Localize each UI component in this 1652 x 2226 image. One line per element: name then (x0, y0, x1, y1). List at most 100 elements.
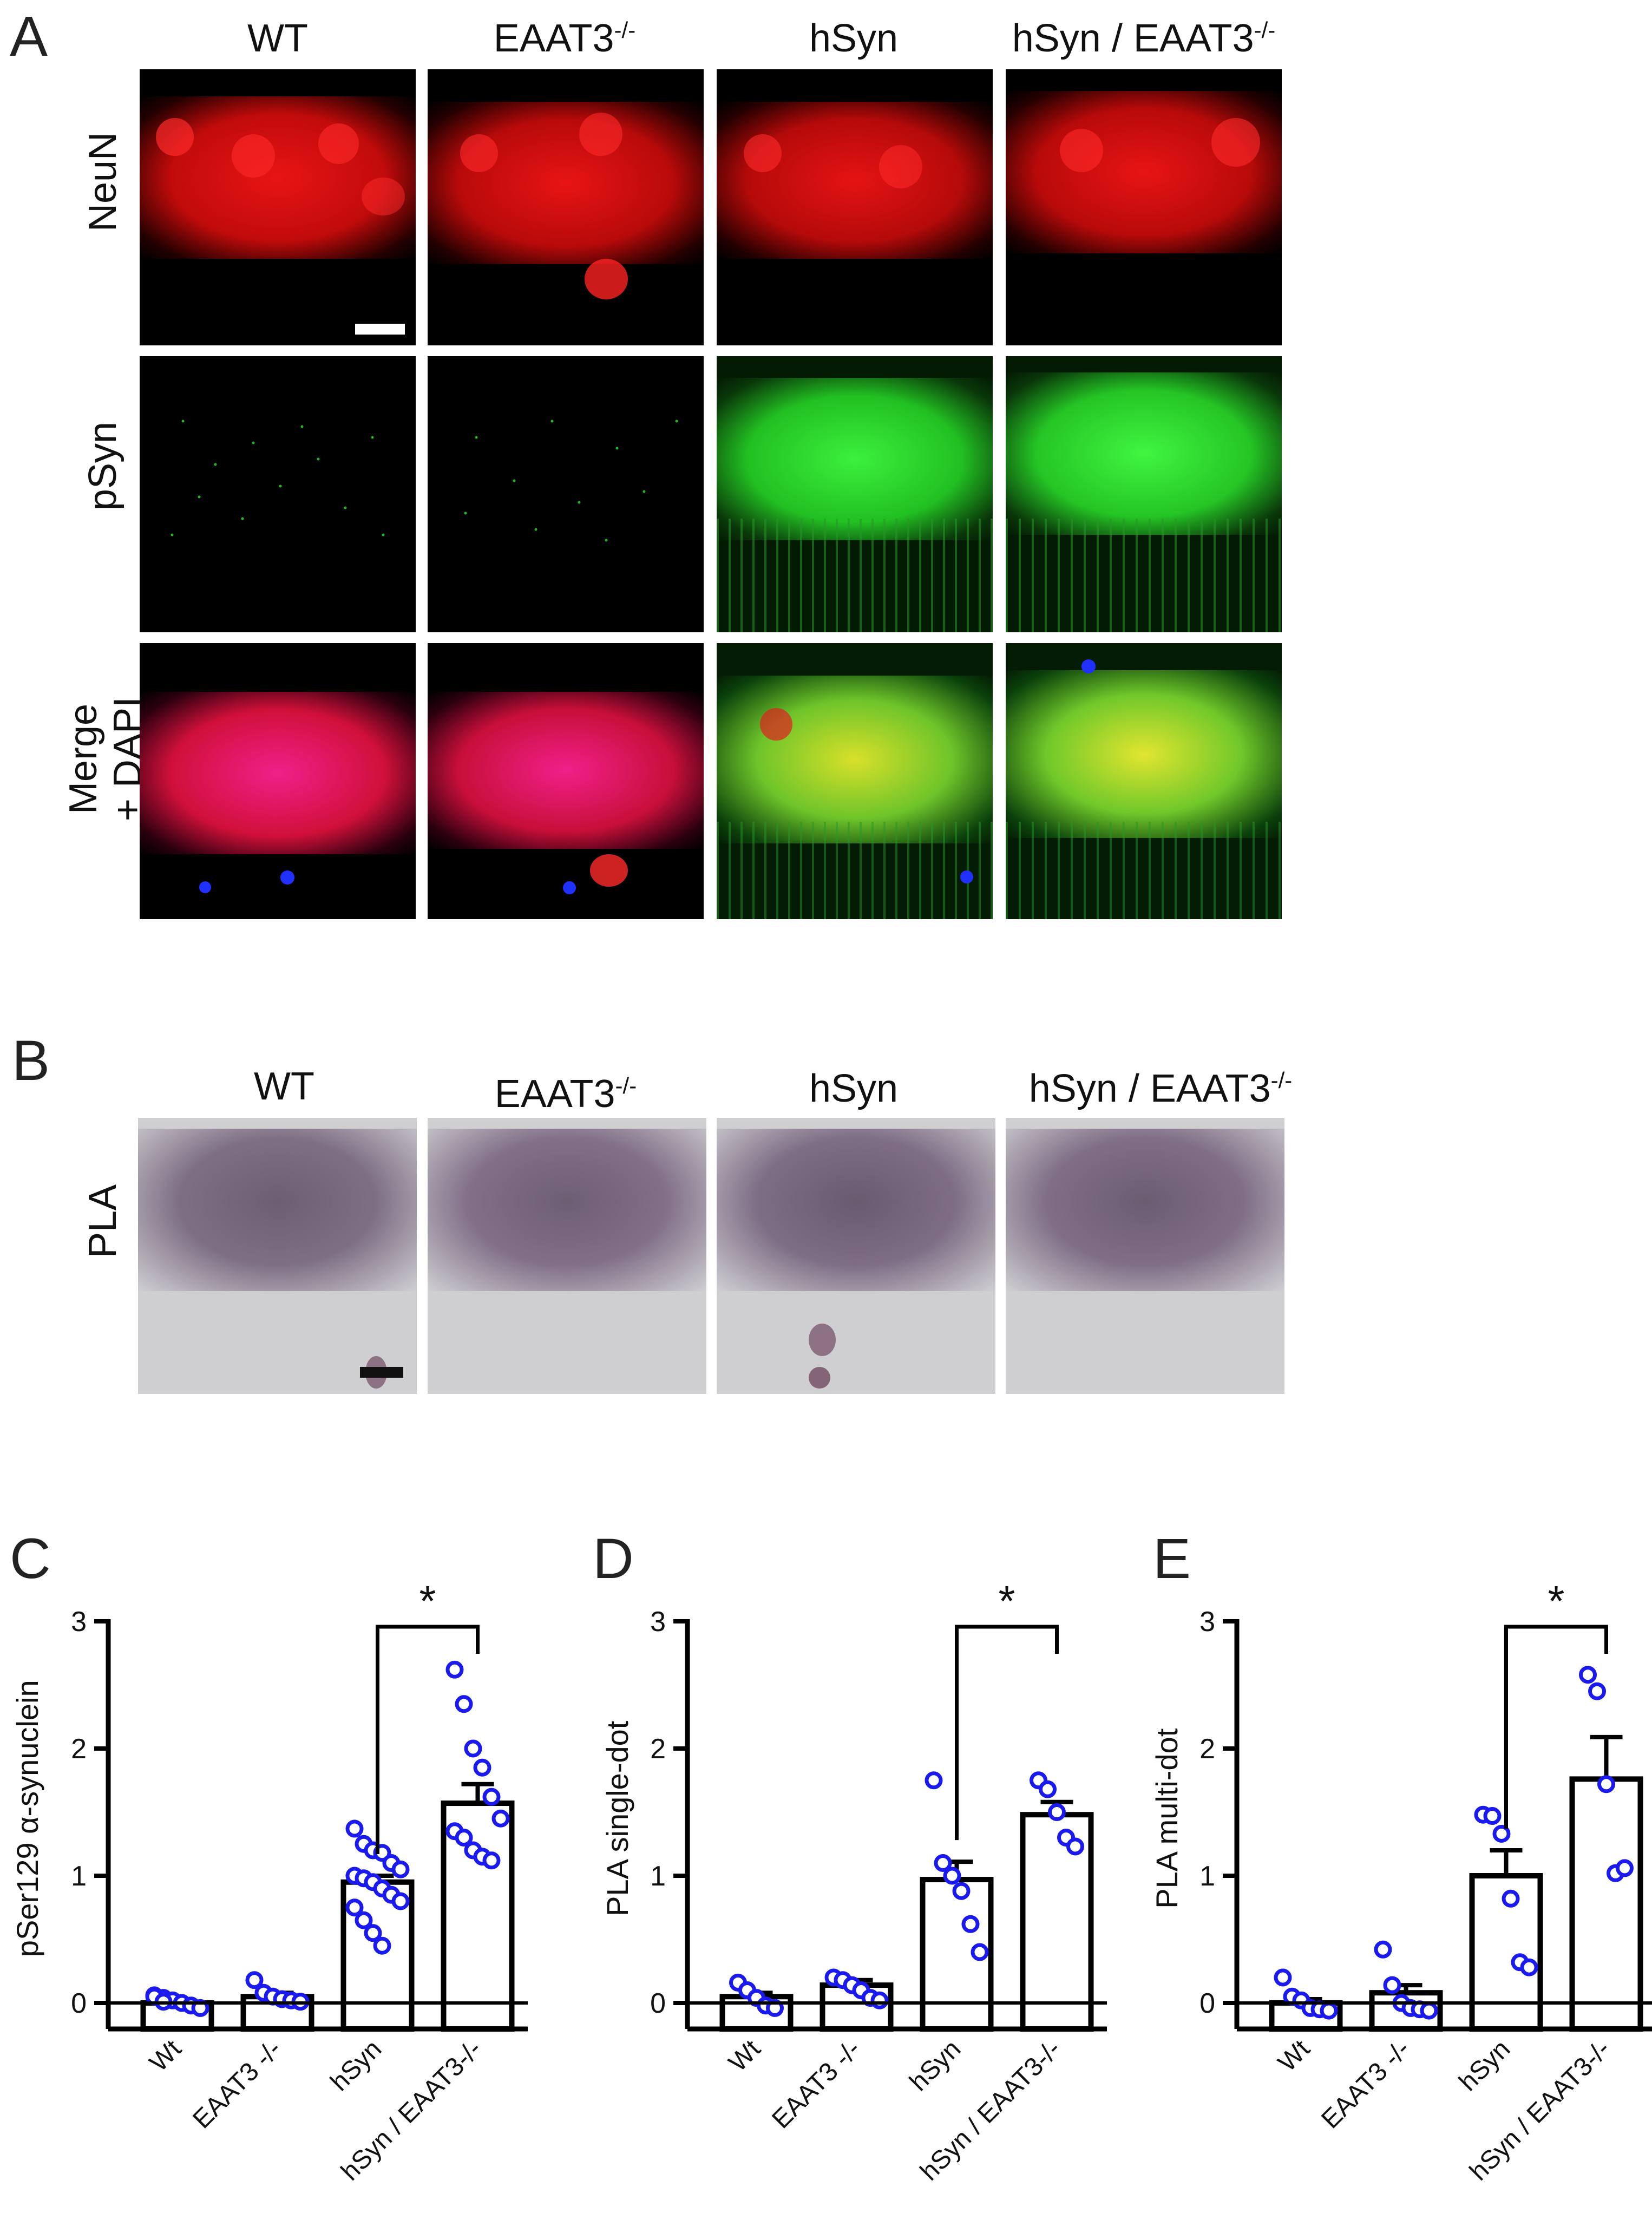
micrograph-pla-eaat3 (428, 1118, 706, 1394)
micrograph-psyn-wt (140, 356, 416, 632)
data-point (1520, 1958, 1538, 1976)
data-point (455, 1829, 473, 1847)
data-point (952, 1882, 971, 1900)
x-tick-label: hSyn (904, 2034, 966, 2097)
micrograph-pla-hsyn-eaat3 (1006, 1118, 1284, 1394)
bar (441, 1801, 515, 2032)
x-tick-label: EAAT3 -/- (187, 2034, 287, 2134)
psyn-sparse-dots (464, 420, 678, 542)
data-point (1320, 2001, 1338, 2020)
micrograph-merge-wt (140, 643, 416, 919)
data-point (355, 1911, 373, 1929)
significance-star: * (998, 1577, 1015, 1625)
panel-a-col-label-eaat3: EAAT3-/- (493, 17, 636, 60)
y-tick-label: 3 (71, 1606, 87, 1638)
data-point (373, 1936, 391, 1955)
y-tick-label: 1 (650, 1861, 666, 1892)
data-point (245, 1971, 264, 1989)
data-point (1502, 1889, 1520, 1908)
y-axis-label: PLA multi-dot (1150, 1728, 1184, 1908)
panel-b-col-label-hsyn: hSyn (809, 1067, 899, 1110)
panel-a-col-label-hsyn: hSyn (809, 17, 899, 60)
data-point (1597, 1775, 1615, 1793)
data-point (943, 1867, 961, 1885)
significance-star: * (419, 1577, 436, 1625)
data-point (1483, 1807, 1502, 1825)
data-point (1274, 1968, 1292, 1987)
y-axis-label: PLA single-dot (600, 1720, 634, 1916)
micrograph-neun-hsyn-eaat3 (1006, 69, 1282, 345)
data-point (345, 1819, 364, 1838)
micrograph-merge-eaat3 (428, 643, 704, 919)
x-tick-label: Wt (1273, 2034, 1315, 2077)
x-tick-label: EAAT3 -/- (1316, 2034, 1415, 2134)
data-point (455, 1695, 473, 1713)
data-point (1492, 1824, 1511, 1843)
data-point (1579, 1666, 1597, 1684)
y-tick-label: 2 (1199, 1733, 1215, 1765)
data-point (1616, 1859, 1634, 1877)
micrograph-neun-eaat3 (428, 69, 704, 345)
micrograph-pla-hsyn (717, 1118, 995, 1394)
data-point (345, 1898, 364, 1917)
data-point (491, 1809, 510, 1828)
data-point (1048, 1803, 1066, 1821)
data-point (445, 1660, 464, 1679)
micrograph-merge-hsyn (717, 643, 993, 919)
data-point (1588, 1682, 1606, 1700)
significance-bracket (376, 1625, 480, 1854)
data-point (364, 1924, 382, 1942)
data-point (482, 1788, 501, 1806)
panel-a-row-label-psyn: pSyn (81, 421, 124, 511)
panel-b-col-label-eaat3: EAAT3-/- (494, 1072, 637, 1116)
data-point (971, 1943, 989, 1961)
micrograph-neun-hsyn (717, 69, 993, 345)
scale-bar (360, 1367, 403, 1378)
x-tick-label: Wt (723, 2034, 766, 2077)
data-point (870, 1991, 889, 2009)
y-tick-label: 0 (650, 1988, 666, 2019)
data-point (464, 1739, 482, 1758)
micrograph-pla-wt (138, 1118, 417, 1394)
data-point (1383, 1976, 1401, 1994)
panel-b-col-label-wt: WT (254, 1065, 314, 1108)
panel-letter-c: C (10, 1527, 51, 1590)
data-point (934, 1854, 952, 1872)
data-point (391, 1860, 410, 1878)
data-point (391, 1892, 410, 1910)
y-tick-label: 1 (71, 1861, 87, 1892)
data-point (961, 1915, 980, 1933)
panel-a-row-label-merge: Merge + DAPI (62, 696, 149, 822)
data-point (1374, 1940, 1392, 1959)
micrograph-psyn-hsyn-eaat3 (1006, 356, 1282, 632)
y-tick-label: 0 (1199, 1988, 1215, 2019)
y-tick-label: 3 (650, 1606, 666, 1638)
data-point (1066, 1837, 1084, 1856)
panel-a-col-label-hsyn-eaat3: hSyn / EAAT3-/- (1012, 17, 1276, 60)
micrograph-psyn-eaat3 (428, 356, 704, 632)
panel-b-row-label-pla: PLA (81, 1184, 124, 1259)
x-tick-label: EAAT3 -/- (766, 2034, 866, 2134)
data-point (1039, 1780, 1057, 1798)
data-point (1420, 2001, 1438, 2020)
x-tick-label: hSyn (1453, 2034, 1516, 2097)
significance-star: * (1548, 1577, 1564, 1625)
x-tick-label: hSyn (325, 2034, 387, 2097)
micrograph-psyn-hsyn (717, 356, 993, 632)
y-tick-label: 2 (71, 1733, 87, 1765)
panel-letter-d: D (593, 1527, 634, 1590)
panel-a-row-label-neun: NeuN (81, 132, 124, 232)
micrograph-neun-wt (140, 69, 416, 345)
bar (1569, 1776, 1643, 2032)
y-axis-label: pSer129 α-synuclein (10, 1680, 44, 1957)
panel-letter-a: A (10, 5, 48, 68)
x-tick-label: Wt (144, 2034, 187, 2077)
y-tick-label: 2 (650, 1733, 666, 1765)
significance-bracket (1504, 1625, 1608, 1829)
significance-bracket (955, 1625, 1059, 1841)
data-point (482, 1851, 501, 1870)
